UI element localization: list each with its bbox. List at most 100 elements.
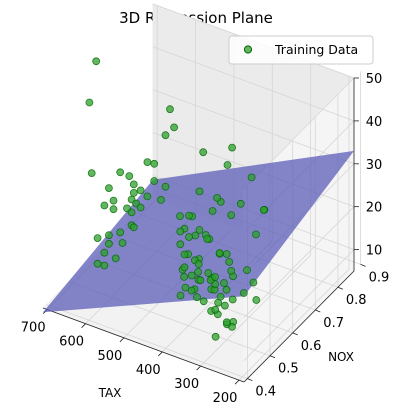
y-tick-mark (292, 332, 298, 336)
data-point (199, 148, 208, 157)
data-point (225, 257, 234, 266)
data-point (243, 266, 251, 275)
x-tick-label: 600 (59, 335, 84, 350)
x-tick-label: 200 (213, 391, 238, 406)
data-point (227, 211, 236, 220)
data-point (194, 260, 203, 268)
data-point (100, 248, 109, 257)
data-point (259, 206, 268, 214)
grid-line (152, 89, 355, 165)
data-point (211, 305, 220, 314)
data-point (170, 123, 179, 132)
x-tick-mark (158, 351, 163, 357)
data-point (228, 295, 237, 304)
x-tick-mark (81, 323, 86, 328)
data-point (247, 173, 256, 182)
z-tick-label: 50 (366, 72, 383, 87)
data-point (193, 293, 201, 302)
data-point (150, 159, 159, 168)
y-tick-mark (337, 286, 344, 290)
data-point (220, 279, 228, 287)
legend-frame (228, 35, 374, 65)
data-point (136, 186, 145, 195)
data-point (143, 158, 152, 167)
data-point (223, 161, 232, 169)
data-point (111, 254, 120, 263)
data-point (252, 230, 260, 239)
data-point (236, 199, 245, 208)
z-tick-label: 10 (366, 244, 383, 259)
data-point (161, 131, 170, 140)
data-point (180, 272, 189, 281)
z-tick-label: 20 (366, 201, 383, 216)
data-point (93, 259, 102, 268)
data-point (161, 182, 170, 191)
x-tick-mark (196, 365, 201, 371)
data-point (105, 184, 113, 193)
y-tick-mark (247, 378, 253, 381)
data-point (222, 318, 231, 327)
z-tick-label: 30 (366, 158, 383, 173)
grid-line (243, 249, 355, 361)
data-point (143, 192, 152, 201)
data-point (176, 240, 185, 249)
data-point (109, 196, 118, 205)
data-point (176, 227, 185, 236)
data-point (109, 205, 118, 214)
x-tick-label: 400 (136, 363, 161, 378)
grid-line (238, 268, 350, 381)
data-point (187, 286, 196, 295)
data-point (215, 249, 224, 257)
data-point (85, 98, 94, 107)
y-axis-label: NOX (328, 350, 354, 364)
x-axis-label: TAX (98, 386, 122, 400)
data-point (185, 233, 193, 241)
axis-lines (42, 77, 366, 385)
data-point (208, 207, 217, 215)
x-tick-label: 300 (174, 377, 199, 392)
y-axis-line (243, 270, 355, 383)
legend-marker (243, 45, 253, 54)
data-point (176, 291, 185, 300)
data-point (129, 180, 138, 189)
data-point (123, 204, 131, 213)
data-point (204, 269, 213, 277)
data-point (228, 143, 237, 152)
y-tick-mark (360, 264, 366, 267)
data-point (220, 301, 229, 310)
data-point (252, 296, 261, 304)
data-point (239, 289, 248, 297)
data-point (176, 212, 184, 221)
x-tick-label: 700 (21, 321, 46, 336)
data-point (211, 273, 219, 281)
x-tick-mark (234, 379, 240, 385)
data-point (116, 168, 125, 177)
data-point (194, 267, 203, 276)
x-tick-mark (119, 337, 125, 343)
y-tick-label: 0.6 (301, 339, 322, 354)
data-point (185, 211, 193, 220)
data-point (199, 297, 208, 306)
data-point (157, 195, 165, 204)
data-point (213, 193, 222, 202)
legend: Training Data (228, 35, 374, 65)
data-marks (43, 57, 354, 341)
grid-line (46, 304, 248, 379)
data-point (211, 332, 220, 341)
y-tick-mark (269, 355, 276, 359)
data-point (100, 261, 109, 270)
data-point (181, 283, 190, 292)
x-tick-label: 500 (97, 349, 122, 364)
grid-line (152, 46, 355, 122)
x-axis-line (42, 307, 245, 383)
data-point (166, 105, 174, 114)
y-tick-label: 0.4 (255, 385, 276, 400)
data-point (129, 188, 138, 197)
data-point (136, 203, 145, 212)
data-point (100, 201, 109, 210)
data-point (125, 172, 134, 181)
data-point (180, 250, 189, 259)
data-point (116, 228, 125, 237)
data-point (203, 235, 212, 243)
